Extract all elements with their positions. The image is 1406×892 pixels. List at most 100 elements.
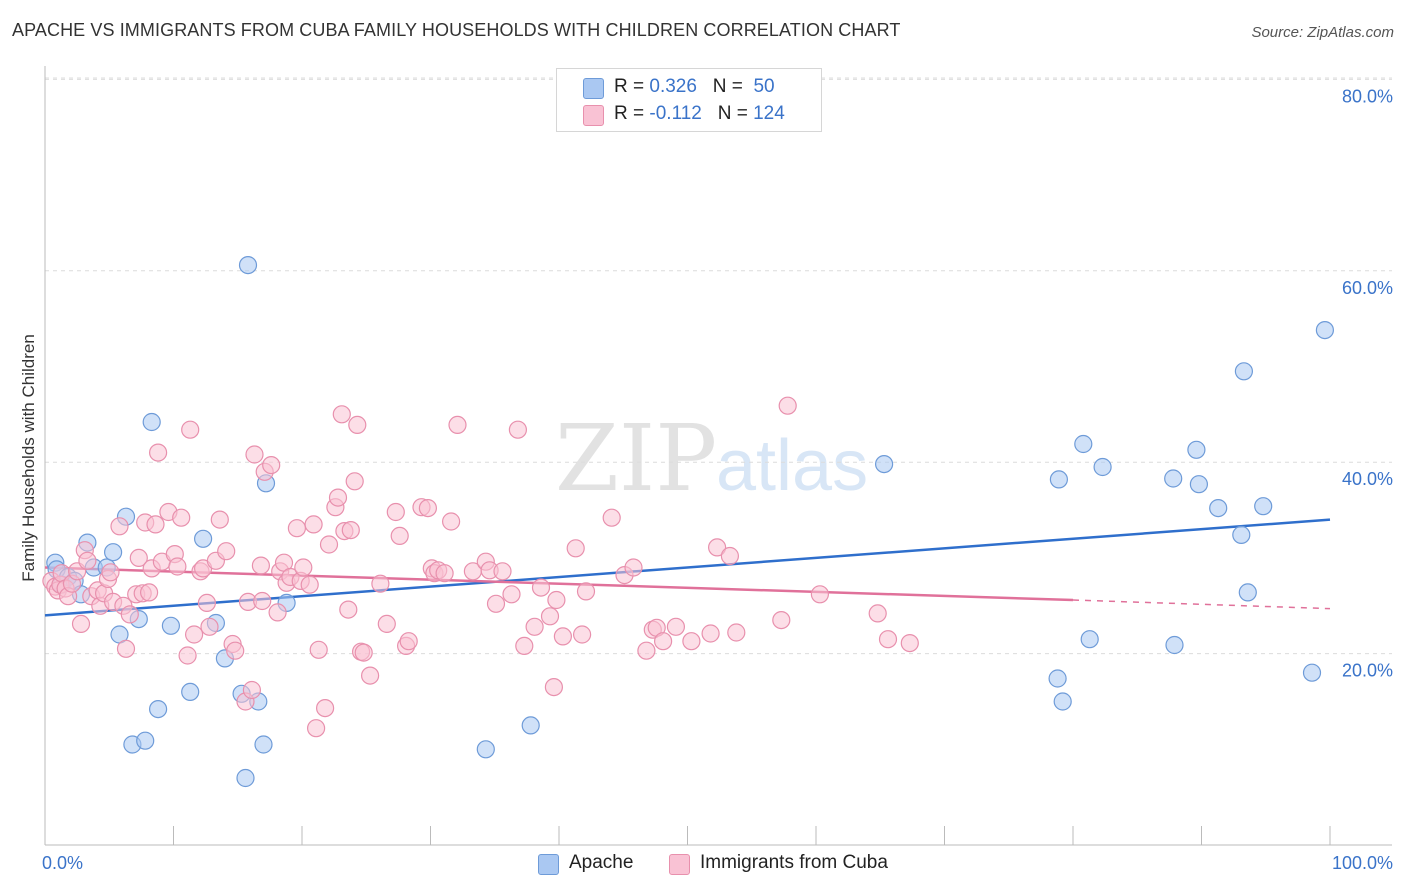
point-cuba-11 [78,551,97,570]
watermark-atlas: atlas [716,426,868,506]
point-cuba-81 [371,574,390,593]
point-apache-35 [1074,434,1093,454]
y-tick-label-0: 20.0% [1342,661,1393,681]
point-cuba-129 [878,630,898,649]
point-apache-17 [161,616,180,635]
point-cuba-92 [435,564,454,583]
point-cuba-47 [226,641,245,660]
point-apache-18 [181,682,200,702]
point-cuba-50 [242,680,261,700]
point-apache-41 [1189,475,1209,494]
point-apache-39 [1165,635,1184,655]
point-cuba-37 [181,420,200,439]
point-cuba-76 [345,472,364,491]
point-cuba-88 [418,499,437,518]
point-cuba-93 [442,512,461,531]
point-cuba-104 [531,578,551,597]
point-cuba-127 [810,585,830,604]
point-cuba-128 [868,604,887,623]
trend-line-cuba [44,566,1074,602]
r-label: R = [614,76,645,97]
point-cuba-19 [110,517,129,536]
point-cuba-75 [341,520,360,540]
legend-swatch-apache [538,854,559,875]
point-cuba-56 [268,603,287,622]
chart-title: APACHE VS IMMIGRANTS FROM CUBA FAMILY HO… [12,20,901,40]
point-apache-44 [1234,362,1254,381]
legend-label-apache: Apache [569,852,634,873]
point-cuba-77 [348,415,367,434]
point-cuba-118 [653,632,673,651]
point-cuba-74 [339,600,358,619]
x-tick-label-0: 0.0% [42,853,83,873]
point-cuba-120 [682,632,701,651]
correlation-legend: R = 0.326 N = 50 R = -0.112 N = 124 [556,68,822,132]
r-label: R = [614,103,645,124]
point-cuba-72 [332,405,351,424]
point-cuba-34 [168,557,187,576]
point-cuba-35 [172,508,191,527]
legend-swatch-cuba [583,105,604,126]
point-cuba-67 [309,640,328,659]
point-cuba-98 [486,594,506,613]
point-cuba-114 [624,558,643,577]
point-apache-34 [1053,692,1072,711]
r-value: 0.326 [649,76,697,97]
point-cuba-126 [778,396,797,415]
point-apache-48 [1315,321,1335,340]
point-cuba-111 [576,582,596,601]
point-apache-36 [1080,630,1099,649]
point-apache-43 [1232,525,1251,545]
point-cuba-68 [316,698,335,718]
point-cuba-119 [666,617,686,636]
n-value: 124 [753,103,785,124]
trend-line-apache [44,518,1331,617]
point-cuba-36 [178,646,197,665]
point-apache-9 [103,543,123,562]
point-cuba-82 [377,614,396,634]
point-cuba-44 [210,510,229,529]
legend-label-cuba: Immigrants from Cuba [700,852,888,873]
point-apache-30 [521,716,540,735]
point-cuba-110 [572,625,592,644]
r-value: -0.112 [649,103,702,124]
point-cuba-66 [307,719,326,738]
point-apache-26 [254,735,273,754]
legend-swatch-apache [583,78,604,99]
point-cuba-125 [772,610,791,630]
point-cuba-108 [553,627,573,646]
tick-labels: 20.0% 40.0% 60.0% 80.0% 0.0% 100.0% [42,86,1393,873]
gridlines [45,77,1392,655]
point-apache-40 [1187,440,1206,459]
watermark: ZIP atlas [555,405,868,512]
point-cuba-9 [71,614,91,634]
point-apache-37 [1093,457,1112,477]
point-cuba-29 [146,515,165,534]
point-apache-45 [1238,583,1257,602]
source-label: Source: ZipAtlas.com [1251,24,1394,41]
point-cuba-63 [294,558,313,577]
legend-stats-apache: R = 0.326 N = 50 [614,76,775,98]
point-apache-19 [194,529,213,548]
point-cuba-64 [300,575,319,594]
point-cuba-61 [287,519,306,538]
point-cuba-102 [515,636,534,656]
y-tick-label-2: 60.0% [1342,278,1393,298]
point-cuba-65 [304,515,323,534]
point-cuba-99 [493,562,512,581]
point-apache-46 [1254,497,1273,516]
legend-swatch-cuba [669,854,690,875]
point-cuba-45 [217,542,236,561]
y-tick-label-3: 80.0% [1342,86,1393,106]
point-apache-42 [1209,499,1228,518]
n-label: N = [712,76,743,97]
point-cuba-21 [116,639,136,658]
point-cuba-130 [900,633,919,653]
axes [44,66,1392,846]
point-cuba-105 [540,607,560,626]
point-cuba-55 [262,456,281,475]
point-cuba-83 [386,502,405,522]
point-cuba-84 [390,526,409,546]
point-cuba-106 [544,677,564,697]
trend-lines [44,518,1331,617]
